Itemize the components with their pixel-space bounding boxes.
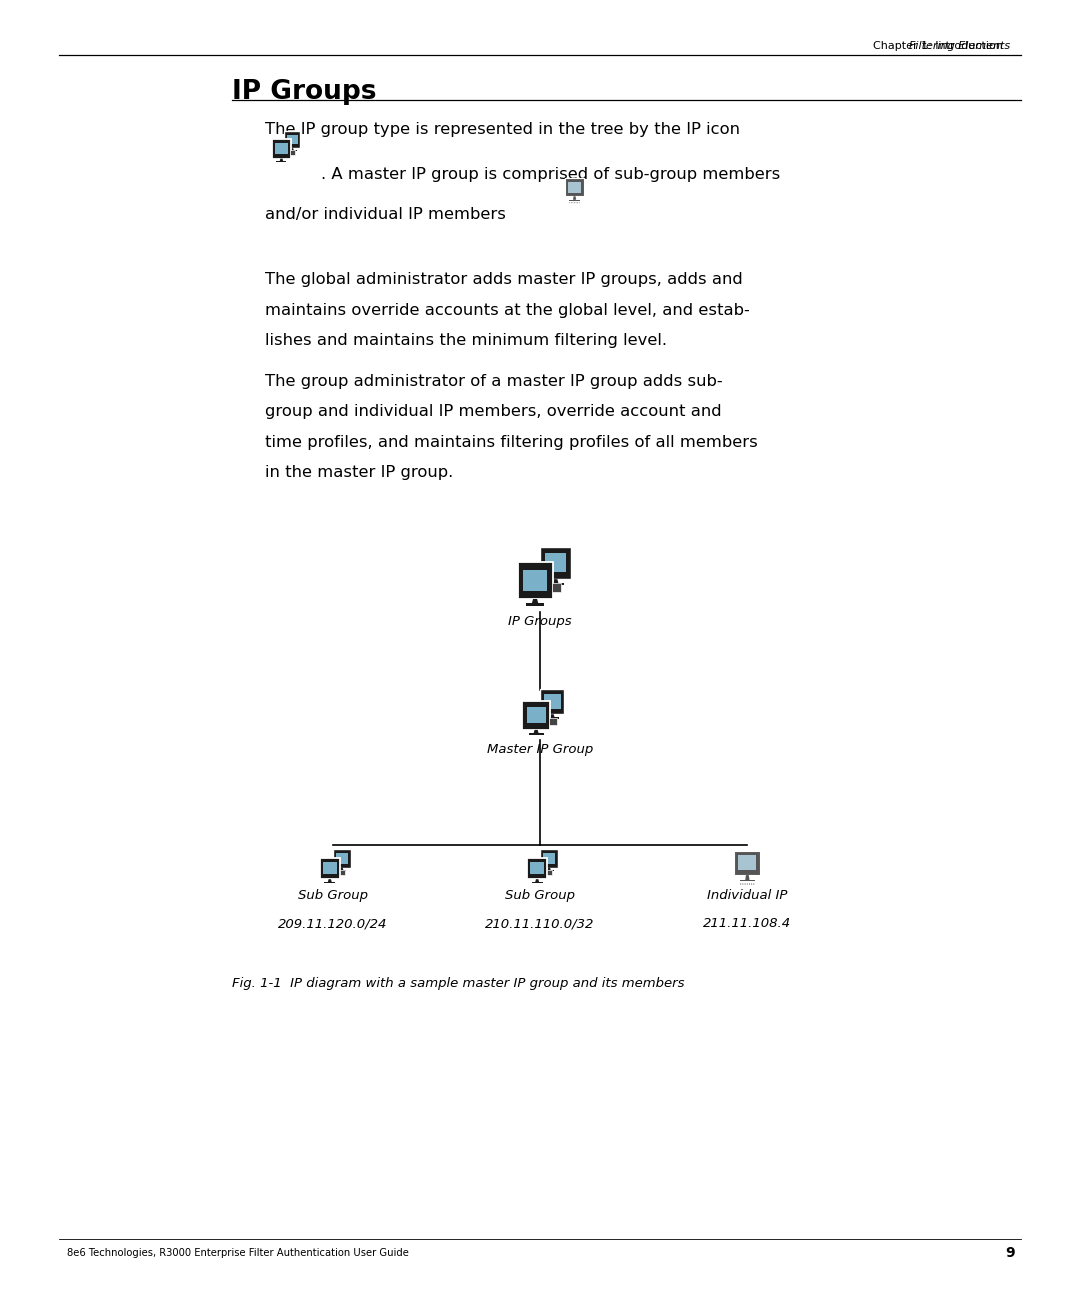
Text: Sub Group: Sub Group [298, 889, 367, 902]
Polygon shape [527, 707, 545, 724]
Text: Individual IP: Individual IP [707, 889, 787, 902]
Polygon shape [323, 863, 337, 874]
Polygon shape [548, 582, 564, 585]
Text: Fig. 1-1  IP diagram with a sample master IP group and its members: Fig. 1-1 IP diagram with a sample master… [232, 977, 685, 990]
Polygon shape [745, 876, 750, 880]
Polygon shape [517, 562, 553, 599]
Polygon shape [734, 851, 760, 876]
Polygon shape [291, 151, 295, 155]
Polygon shape [529, 733, 543, 735]
Polygon shape [272, 139, 291, 159]
Polygon shape [546, 871, 552, 876]
Text: 9: 9 [1005, 1247, 1015, 1260]
Text: 8e6 Technologies, R3000 Enterprise Filter Authentication User Guide: 8e6 Technologies, R3000 Enterprise Filte… [67, 1248, 409, 1259]
Text: lishes and maintains the minimum filtering level.: lishes and maintains the minimum filteri… [265, 333, 666, 349]
Polygon shape [333, 850, 351, 868]
Polygon shape [523, 701, 550, 730]
Text: 211.11.108.4: 211.11.108.4 [703, 918, 792, 931]
Text: and/or individual IP members: and/or individual IP members [265, 207, 505, 223]
Polygon shape [568, 182, 581, 193]
Text: IP Groups: IP Groups [232, 79, 377, 105]
Polygon shape [565, 178, 584, 197]
Polygon shape [275, 143, 288, 155]
Polygon shape [291, 148, 294, 151]
Polygon shape [540, 688, 565, 714]
Polygon shape [552, 583, 561, 593]
Text: IP Groups: IP Groups [509, 615, 571, 628]
Text: Master IP Group: Master IP Group [487, 743, 593, 756]
Polygon shape [553, 579, 558, 583]
Polygon shape [540, 547, 571, 579]
Polygon shape [534, 730, 539, 734]
Text: 210.11.110.0/32: 210.11.110.0/32 [485, 918, 595, 931]
Polygon shape [545, 717, 558, 718]
Polygon shape [280, 159, 283, 161]
Polygon shape [340, 868, 343, 871]
Polygon shape [526, 603, 544, 606]
Text: Sub Group: Sub Group [505, 889, 575, 902]
Text: The IP group type is represented in the tree by the IP icon: The IP group type is represented in the … [265, 122, 740, 136]
Text: time profiles, and maintains filtering profiles of all members: time profiles, and maintains filtering p… [265, 435, 757, 450]
Polygon shape [543, 852, 555, 864]
Polygon shape [320, 857, 340, 880]
Text: 209.11.120.0/24: 209.11.120.0/24 [278, 918, 388, 931]
Polygon shape [536, 880, 539, 882]
Text: Chapter 1: Introduction: Chapter 1: Introduction [873, 41, 1010, 51]
Polygon shape [339, 871, 345, 876]
Text: group and individual IP members, override account and: group and individual IP members, overrid… [265, 404, 721, 420]
Polygon shape [286, 135, 298, 144]
Polygon shape [573, 197, 576, 199]
Text: The global administrator adds master IP groups, adds and: The global administrator adds master IP … [265, 273, 742, 287]
Polygon shape [545, 553, 566, 572]
Text: maintains override accounts at the global level, and estab-: maintains override accounts at the globa… [265, 303, 750, 317]
Polygon shape [530, 863, 544, 874]
Polygon shape [540, 850, 558, 868]
Polygon shape [550, 717, 556, 725]
Text: in the master IP group.: in the master IP group. [265, 465, 453, 480]
Polygon shape [523, 569, 548, 591]
Polygon shape [531, 881, 542, 884]
Polygon shape [531, 599, 539, 604]
Polygon shape [740, 880, 755, 881]
Polygon shape [284, 131, 300, 148]
Polygon shape [544, 694, 561, 708]
Text: The group administrator of a master IP group adds sub-: The group administrator of a master IP g… [265, 374, 723, 389]
Text: . A master IP group is comprised of sub-group members: . A master IP group is comprised of sub-… [321, 166, 780, 182]
Polygon shape [527, 857, 548, 880]
Polygon shape [548, 868, 551, 871]
Text: Filtering Elements: Filtering Elements [783, 41, 1010, 51]
Polygon shape [739, 855, 756, 871]
Polygon shape [324, 881, 335, 884]
Polygon shape [336, 852, 348, 864]
Polygon shape [328, 880, 332, 882]
Polygon shape [550, 714, 555, 717]
